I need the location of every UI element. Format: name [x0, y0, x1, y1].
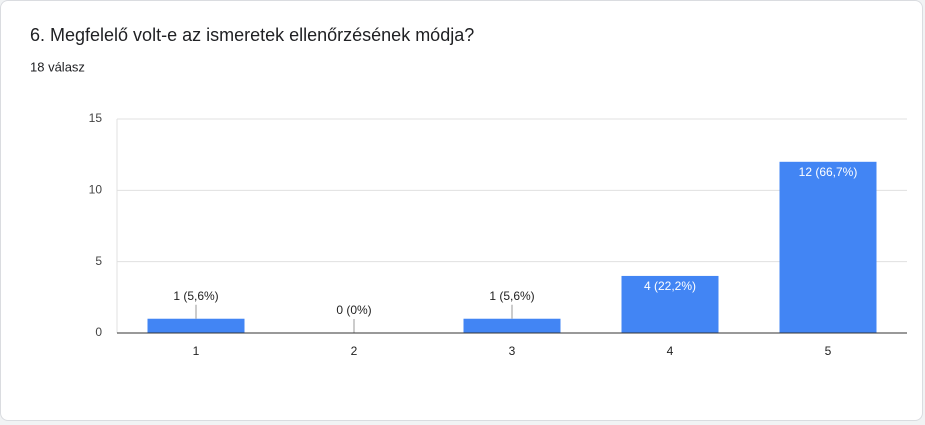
value-label: 1 (5,6%) [173, 289, 218, 303]
chart-subtitle: 18 válasz [30, 59, 85, 74]
value-label: 1 (5,6%) [489, 289, 534, 303]
bar [147, 318, 245, 333]
x-tick-label: 1 [193, 344, 200, 358]
bar [621, 275, 719, 333]
value-label: 4 (22,2%) [644, 279, 696, 293]
bar [779, 161, 877, 333]
y-tick-label: 5 [95, 254, 102, 268]
y-tick-label: 10 [89, 183, 103, 197]
x-tick-label: 4 [667, 344, 674, 358]
y-tick-label: 0 [95, 325, 102, 339]
x-tick-label: 5 [825, 344, 832, 358]
value-label: 0 (0%) [336, 303, 371, 317]
y-tick-label: 15 [89, 111, 103, 125]
x-tick-label: 2 [351, 344, 358, 358]
x-tick-label: 3 [509, 344, 516, 358]
bar [463, 318, 561, 333]
chart-title: 6. Megfelelő volt-e az ismeretek ellenőr… [30, 25, 474, 45]
value-label: 12 (66,7%) [799, 165, 858, 179]
